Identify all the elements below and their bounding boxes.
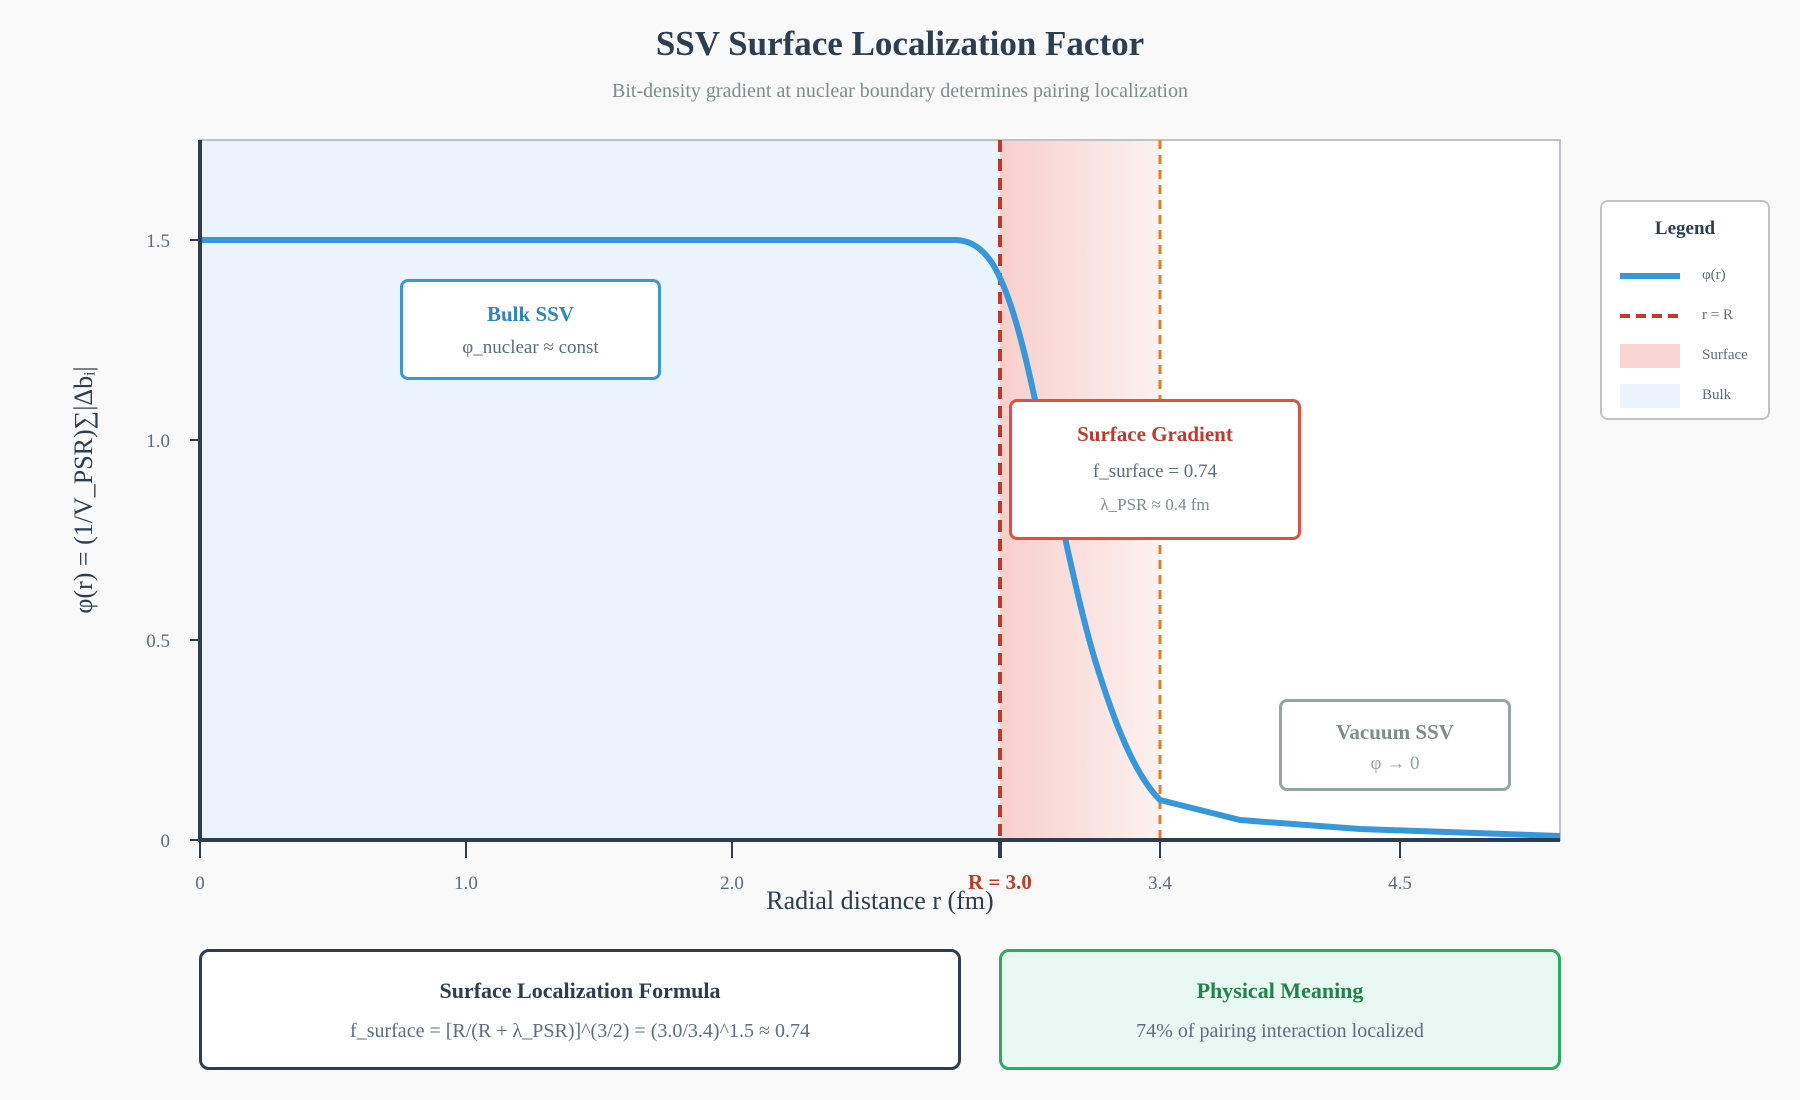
bulk-region	[201, 141, 1000, 840]
bulk-ssv-text: φ_nuclear ≈ const	[462, 337, 599, 358]
x-ticks: 0 1.0 2.0 R = 3.0 3.4 4.5	[195, 840, 1412, 894]
formula-text: f_surface = [R/(R + λ_PSR)]^(3/2) = (3.0…	[350, 1020, 810, 1042]
bulk-ssv-annotation: Bulk SSV φ_nuclear ≈ const	[400, 279, 661, 380]
surface-gradient-title: Surface Gradient	[1077, 422, 1233, 446]
x-tick-label: 1.0	[454, 873, 478, 894]
x-tick-label: 2.0	[720, 873, 744, 894]
vacuum-ssv-annotation: Vacuum SSV φ → 0	[1279, 699, 1511, 791]
bulk-swatch-icon	[1620, 384, 1680, 408]
vacuum-ssv-title: Vacuum SSV	[1336, 720, 1454, 744]
dashed-line-icon	[1620, 314, 1680, 318]
physical-meaning-box: Physical Meaning 74% of pairing interact…	[999, 949, 1561, 1070]
x-tick-label: 4.5	[1388, 873, 1412, 894]
vacuum-ssv-text: φ → 0	[1370, 753, 1420, 774]
x-tick-label: 3.4	[1148, 873, 1172, 894]
legend-title: Legend	[1654, 218, 1716, 239]
legend-item-r-equals-R: r = R	[1620, 304, 1770, 328]
physical-meaning-title: Physical Meaning	[1196, 978, 1364, 1003]
y-tick-label: 1.5	[146, 231, 170, 252]
y-axis-title: φ(r) = (1/V_PSR)∑|Δbᵢ|	[69, 366, 98, 613]
bulk-ssv-title: Bulk SSV	[487, 302, 574, 326]
y-ticks: 1.5 1.0 0.5 0	[146, 231, 200, 852]
surface-gradient-value: f_surface = 0.74	[1092, 461, 1218, 482]
formula-title: Surface Localization Formula	[439, 978, 721, 1003]
legend-item-surface: Surface	[1620, 344, 1770, 368]
x-axis-title: Radial distance r (fm)	[766, 886, 993, 915]
legend: Legend φ(r) r = R Surface Bulk	[1600, 200, 1770, 420]
chart-title: SSV Surface Localization Factor	[655, 24, 1145, 63]
formula-box: Surface Localization Formula f_surface =…	[199, 949, 961, 1070]
physical-meaning-text: 74% of pairing interaction localized	[1136, 1020, 1424, 1042]
solid-line-icon	[1620, 273, 1680, 279]
surface-gradient-annotation: Surface Gradient f_surface = 0.74 λ_PSR …	[1009, 399, 1301, 540]
x-tick-label-R: R = 3.0	[968, 870, 1032, 894]
y-tick-label: 1.0	[146, 431, 170, 452]
x-tick-label: 0	[195, 873, 205, 894]
y-tick-label: 0.5	[146, 631, 170, 652]
surface-gradient-lambda: λ_PSR ≈ 0.4 fm	[1100, 495, 1210, 514]
y-tick-label: 0	[161, 831, 171, 852]
legend-item-phi: φ(r)	[1620, 264, 1770, 288]
legend-item-bulk: Bulk	[1620, 384, 1770, 408]
chart-subtitle: Bit-density gradient at nuclear boundary…	[612, 80, 1188, 102]
surface-swatch-icon	[1620, 344, 1680, 368]
